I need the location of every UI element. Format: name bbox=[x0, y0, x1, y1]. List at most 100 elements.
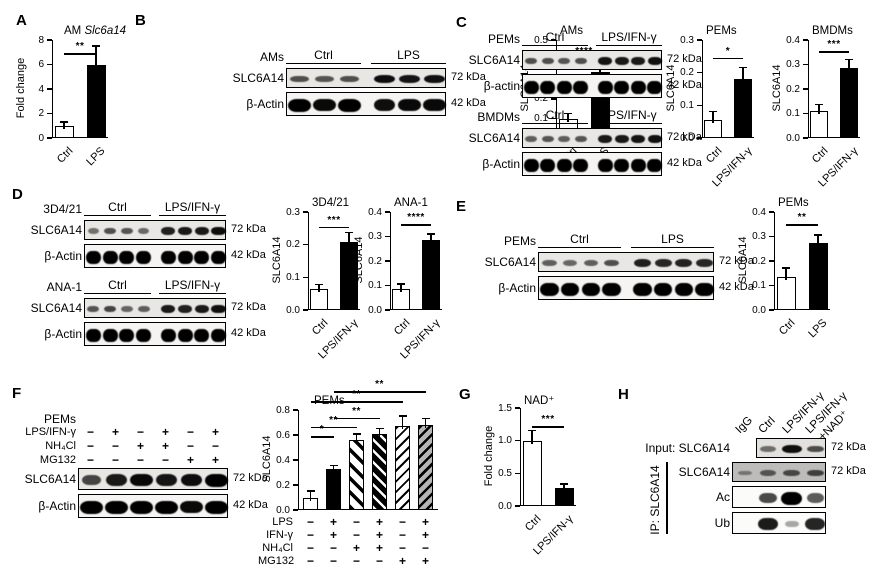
bar bbox=[840, 68, 858, 138]
cell-type-label: PEMs bbox=[487, 32, 520, 46]
treatment-symbol: − bbox=[111, 439, 119, 453]
bar bbox=[522, 440, 542, 506]
x-category-label: Ctrl bbox=[54, 145, 76, 166]
error-bar bbox=[378, 428, 381, 437]
protein-band bbox=[583, 260, 599, 266]
protein-band bbox=[373, 75, 396, 83]
protein-band bbox=[598, 135, 613, 143]
molecular-weight-label: 42 kDa bbox=[233, 499, 268, 511]
molecular-weight-label: 72 kDa bbox=[231, 223, 266, 235]
molecular-weight-label: 72 kDa bbox=[233, 472, 268, 484]
y-tick-label: 0.0 bbox=[276, 504, 290, 516]
protein-band bbox=[556, 80, 572, 94]
protein-band bbox=[573, 158, 589, 172]
bar bbox=[734, 79, 752, 138]
protein-band bbox=[194, 227, 209, 235]
blot-box bbox=[732, 512, 826, 534]
treatment-symbol: − bbox=[329, 554, 337, 568]
y-tick-label: 0.2 bbox=[286, 239, 300, 251]
treatment-symbol: + bbox=[421, 528, 429, 542]
treatment-symbol: + bbox=[161, 425, 169, 439]
plot-frame bbox=[808, 40, 860, 138]
plot-frame bbox=[308, 212, 360, 310]
y-tick-mark bbox=[385, 260, 390, 262]
x-category-label: Ctrl bbox=[776, 317, 798, 338]
treatment-symbol: − bbox=[398, 515, 406, 529]
molecular-weight-label: 42 kDa bbox=[667, 79, 702, 91]
significance-stars: ** bbox=[797, 212, 807, 224]
bar bbox=[810, 111, 828, 138]
y-tick-mark bbox=[47, 63, 52, 66]
y-tick-label: 0.1 bbox=[680, 99, 694, 111]
blot-row-label: SLC6A14 bbox=[24, 472, 76, 486]
protein-band bbox=[574, 57, 587, 65]
treatment-symbol: + bbox=[421, 515, 429, 529]
y-tick-mark bbox=[47, 39, 52, 41]
blot-box bbox=[522, 50, 662, 70]
protein-band bbox=[205, 473, 228, 487]
bar bbox=[808, 242, 828, 310]
y-axis-label: Fold change bbox=[483, 425, 495, 487]
error-bar-cap bbox=[564, 112, 572, 114]
y-tick-label: 0.6 bbox=[276, 429, 290, 441]
y-tick-mark bbox=[385, 284, 390, 287]
protein-band bbox=[674, 282, 694, 296]
protein-band bbox=[631, 135, 646, 143]
y-tick-mark bbox=[697, 39, 702, 41]
significance-line bbox=[64, 53, 96, 55]
blot-row-label: β-Actin bbox=[246, 97, 284, 111]
protein-band bbox=[136, 250, 152, 264]
protein-band bbox=[103, 305, 117, 313]
significance-stars: *** bbox=[827, 39, 841, 51]
y-tick-label: 0.1 bbox=[534, 112, 548, 124]
error-bar-cap bbox=[345, 231, 353, 234]
protein-band bbox=[423, 75, 446, 83]
significance-line bbox=[532, 426, 564, 428]
blot-box bbox=[522, 128, 662, 148]
protein-band bbox=[783, 470, 801, 476]
protein-band bbox=[631, 57, 646, 65]
cell-type-label: PEMs bbox=[503, 234, 536, 248]
error-bar bbox=[309, 491, 312, 501]
error-bar-cap bbox=[398, 415, 407, 417]
error-bar-cap bbox=[814, 234, 822, 236]
treatment-symbol: − bbox=[306, 541, 314, 555]
blot-row-label: SLC6A14 bbox=[30, 223, 82, 237]
blot-d-ana1: ANA-1 Ctrl LPS/IFN-γ SLC6A14 72 kDa β-Actin 42… bbox=[12, 278, 292, 353]
panel-f-letter: F bbox=[12, 385, 22, 402]
x-category-label: LPS bbox=[806, 317, 830, 341]
bar bbox=[395, 426, 410, 510]
y-tick-label: 0.8 bbox=[276, 404, 290, 416]
protein-band bbox=[180, 473, 203, 487]
protein-band bbox=[177, 328, 193, 342]
blot-box bbox=[538, 252, 714, 272]
blot-box bbox=[732, 462, 826, 482]
chart-g-nad: NAD⁺ Fold change 0.0 0.5 1.0 1.5 Ctrl LPS/IFN-γ… bbox=[482, 388, 612, 563]
y-tick-label: 0.0 bbox=[680, 132, 694, 144]
protein-band bbox=[805, 518, 825, 530]
y-tick-label: 0.4 bbox=[276, 454, 290, 466]
blot-d-3d421: 3D4/21 Ctrl LPS/IFN-γ SLC6A14 72 kDa β-Actin 4… bbox=[12, 200, 292, 275]
y-tick-mark bbox=[697, 104, 702, 107]
molecular-weight-label: 42 kDa bbox=[667, 157, 702, 169]
blot-f-pems: PEMs LPS/IFN-γ − + − + − + NH₄Cl − − + + − − MG132− − − − +… bbox=[12, 412, 268, 527]
error-bar-cap bbox=[739, 66, 747, 69]
y-tick-label: 0.3 bbox=[286, 206, 300, 218]
treatment-symbol: − bbox=[421, 541, 429, 555]
treatment-symbol: + bbox=[398, 554, 406, 568]
treatment-symbol: + bbox=[375, 515, 383, 529]
y-tick-label: 0.5 bbox=[534, 34, 548, 46]
blot-row-label: β-Actin bbox=[38, 499, 76, 513]
x-category-label: Ctrl bbox=[809, 145, 831, 166]
protein-band bbox=[130, 473, 153, 487]
error-bar-cap bbox=[782, 267, 790, 269]
protein-band bbox=[211, 250, 227, 264]
y-tick-label: 0.2 bbox=[752, 255, 766, 267]
protein-band bbox=[602, 282, 621, 296]
protein-band bbox=[160, 328, 176, 342]
molecular-weight-label: 42 kDa bbox=[231, 327, 266, 339]
blot-row-label: Input: SLC6A14 bbox=[645, 441, 730, 455]
y-tick-mark bbox=[385, 309, 390, 311]
protein-band bbox=[560, 282, 580, 296]
y-tick-label: 0.3 bbox=[786, 59, 800, 70]
